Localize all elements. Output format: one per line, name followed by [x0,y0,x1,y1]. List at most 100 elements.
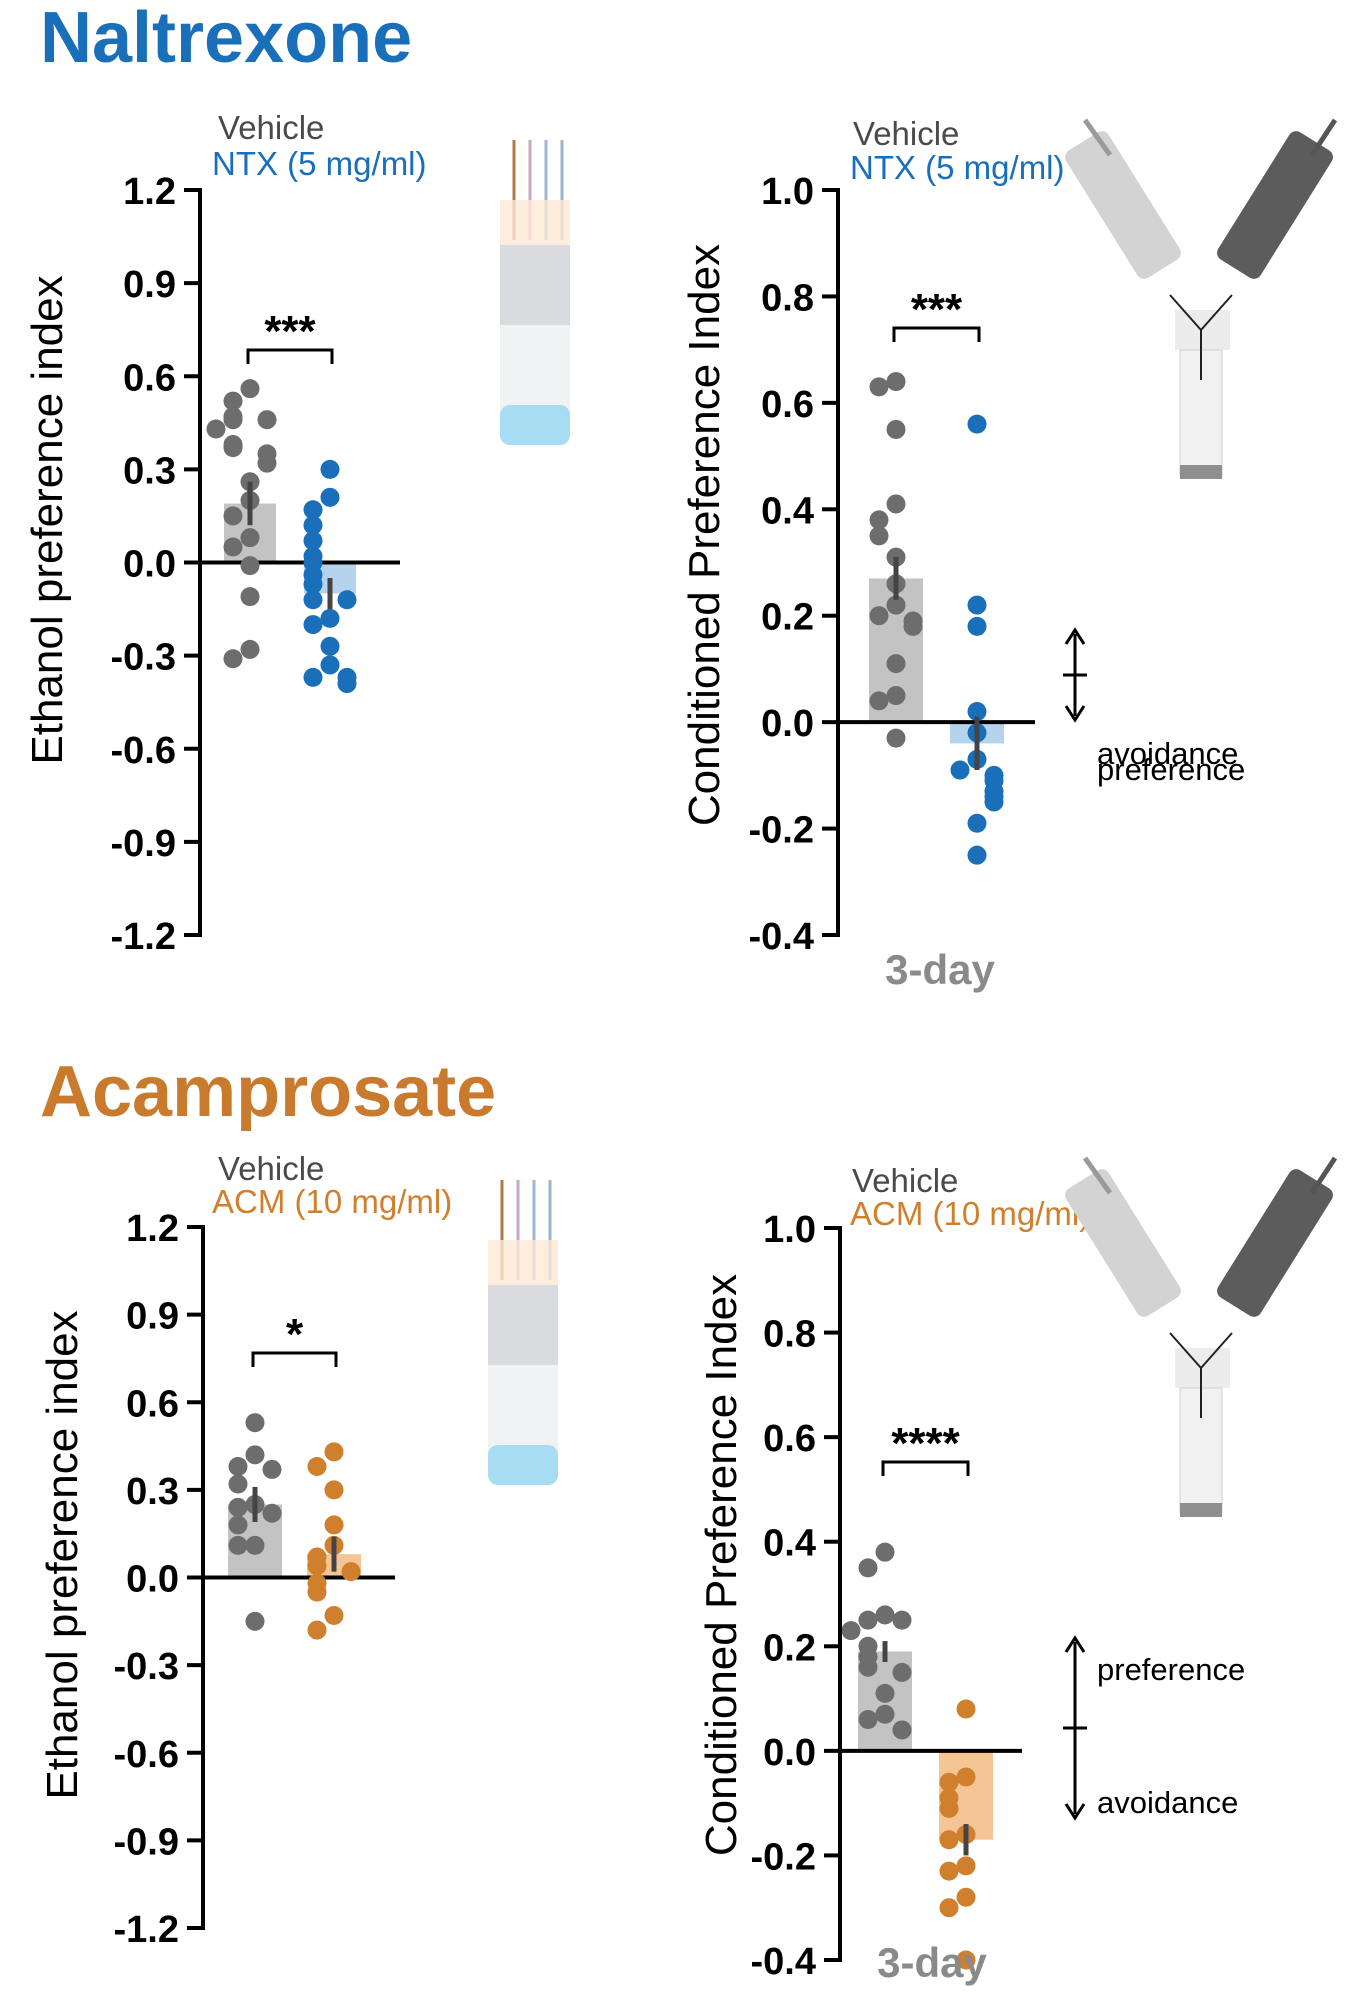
vial-cap [500,200,570,245]
odor-inlet-arrow-right [1309,1156,1338,1195]
treatment-data-point [324,1480,344,1500]
y-tick-label: 0.3 [123,450,176,492]
vehicle-data-point [869,377,889,397]
legend-treatment: NTX (5 mg/ml) [212,145,427,182]
y-tick-label: 0.9 [123,264,176,306]
treatment-data-point [956,1767,976,1787]
treatment-data-point [303,667,323,687]
vehicle-data-point [228,1515,248,1535]
treatment-data-point [956,1887,976,1907]
treatment-data-point [984,792,1004,812]
treatment-data-point [956,1856,976,1876]
y-tick-label: 0.6 [126,1383,179,1425]
treatment-data-point [307,1556,327,1576]
y-tick-label: 1.2 [126,1208,179,1250]
vehicle-data-point [240,556,260,576]
vial-cap [488,1240,558,1285]
vehicle-data-point [245,1535,265,1555]
treatment-data-point [967,702,987,721]
significance-stars: *** [911,285,963,334]
vehicle-data-point [869,606,889,626]
y-maze-base [1180,1503,1222,1517]
treatment-data-point [939,1772,959,1792]
vehicle-data-point [228,1535,248,1555]
vial-flies-chamber [500,245,570,325]
vial-water [500,405,570,445]
y-axis-label: Ethanol preference index [38,1310,87,1799]
y-maze-illustration [1065,118,1338,479]
vehicle-data-point [858,1610,878,1630]
x-axis-label: 3-day [885,946,995,993]
vehicle-data-point [886,654,906,674]
vehicle-data-point [869,691,889,711]
preference-annotation: preference [1097,1652,1245,1687]
y-tick-label: -0.9 [114,1821,179,1863]
y-axis-label: Conditioned Preference Index [680,244,729,826]
vehicle-data-point [841,1621,861,1641]
y-tick-label: 0.0 [126,1559,179,1601]
y-tick-label: 0.4 [761,490,814,532]
vehicle-data-point [223,506,243,526]
vial-body [488,1365,558,1460]
treatment-data-point [320,655,340,675]
treatment-data-point [337,590,357,610]
vehicle-data-point [228,1474,248,1494]
y-tick-label: -0.6 [111,730,176,772]
y-maze-junction [1175,310,1230,350]
vehicle-data-point [206,419,226,439]
treatment-data-point [303,590,323,610]
y-tick-label: 0.3 [126,1471,179,1513]
legend-treatment: NTX (5 mg/ml) [850,149,1065,186]
significance-stars: * [286,1310,304,1359]
vehicle-data-point [858,1657,878,1677]
treatment-data-point [303,515,323,535]
two-bottle-vial-illustration [500,140,570,445]
significance-bracket [251,1351,338,1367]
legend-vehicle: Vehicle [852,1162,958,1199]
y-axis-label: Ethanol preference index [23,275,72,764]
treatment-data-point [324,1605,344,1625]
arrow-down-head [1064,1803,1086,1821]
y-tick-label: 0.2 [763,1627,816,1669]
vehicle-data-point [223,410,243,430]
vehicle-data-point [892,1662,912,1682]
y-tick-label: -1.2 [111,916,176,958]
treatment-data-point [324,1515,344,1535]
vehicle-data-point [223,649,243,669]
y-tick-label: 0.0 [763,1732,816,1774]
y-maze-left-tube [1065,1169,1181,1317]
y-tick-label: 0.6 [123,357,176,399]
vehicle-data-point [262,1503,282,1523]
chart-acm_ethanol: 1.2 0.9 0.6 0.3 0.0 -0.3 -0.6 -0.9 -1.2 Ethanol p… [38,1150,558,1951]
x-axis-label: 3-day [877,1939,987,1986]
y-maze-base [1180,465,1222,479]
vehicle-data-point [886,494,906,514]
y-tick-label: 0.9 [126,1296,179,1338]
vehicle-data-point [262,1459,282,1479]
vial-flies-chamber [488,1285,558,1365]
odor-inlet-arrow-left [1082,1156,1113,1195]
treatment-data-point [967,616,987,636]
treatment-data-point [939,1798,959,1818]
vehicle-data-point [903,616,923,636]
y-maze-illustration [1065,1156,1338,1517]
vehicle-data-point [257,410,277,430]
vehicle-data-point [875,1542,895,1562]
vehicle-data-point [875,1704,895,1724]
y-maze-right-tube [1217,1169,1333,1317]
naltrexone-section-title: Naltrexone [40,0,413,78]
treatment-data-point [320,487,340,507]
y-tick-label: -0.3 [114,1646,179,1688]
treatment-data-point [303,531,323,551]
vehicle-data-point [240,379,260,399]
vehicle-data-point [240,587,260,607]
chart-ntx_ethanol: 1.2 0.9 0.6 0.3 0.0 -0.3 -0.6 -0.9 -1.2 Ethanol p… [23,109,570,958]
vehicle-data-point [892,1610,912,1630]
treatment-data-point [967,595,987,615]
y-maze-choice-arrows [1169,1332,1233,1418]
y-tick-label: 0.6 [763,1418,816,1460]
vehicle-data-point [240,639,260,659]
vehicle-data-point [223,391,243,411]
arrow-down-head [1064,705,1086,723]
